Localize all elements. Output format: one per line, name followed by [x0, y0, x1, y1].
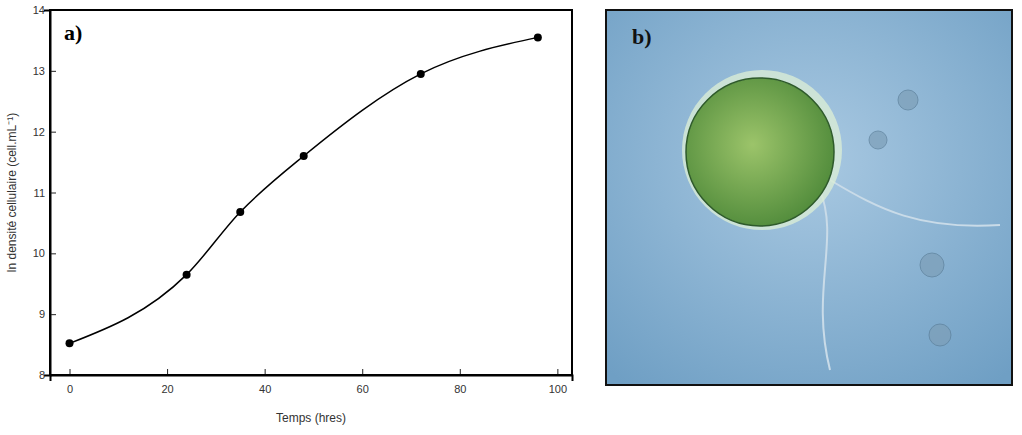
x-tick: 40: [259, 369, 271, 395]
y-axis-title: ln densité cellulaire (cell.mL⁻¹): [5, 113, 19, 272]
panel-label: a): [64, 20, 82, 45]
cell-body: [686, 78, 834, 226]
y-axis: 8 9 10 11 12 13 14: [33, 4, 56, 381]
x-tick: 60: [357, 369, 369, 395]
data-line: [70, 37, 538, 343]
flagellum: [820, 190, 830, 370]
y-tick-label: 14: [33, 4, 45, 16]
image-panel: b): [606, 10, 1012, 385]
image-panel-label: b): [632, 24, 652, 49]
x-tick-label: 20: [161, 383, 173, 395]
particle: [869, 131, 887, 149]
x-tick-label: 60: [357, 383, 369, 395]
data-point: [66, 339, 74, 347]
x-tick: 0: [67, 369, 73, 395]
y-tick-label: 12: [33, 126, 45, 138]
data-point: [417, 70, 425, 78]
y-tick: 12: [33, 126, 56, 138]
x-axis-line: [51, 376, 573, 382]
particle: [920, 253, 944, 277]
data-point: [236, 208, 244, 216]
x-tick: 100: [549, 369, 567, 395]
data-point: [534, 33, 542, 41]
y-tick: 10: [33, 247, 56, 259]
y-tick-label: 10: [33, 247, 45, 259]
x-tick-label: 40: [259, 383, 271, 395]
x-axis: 0 20 40 60 80 100: [51, 369, 573, 395]
plot-frame: [50, 10, 572, 375]
image-background: [606, 10, 1012, 385]
plot-data: [66, 33, 542, 347]
y-tick: 11: [34, 187, 56, 199]
flagellum: [830, 180, 1000, 226]
x-tick: 80: [454, 369, 466, 395]
x-tick-label: 0: [67, 383, 73, 395]
particle: [898, 90, 918, 110]
data-point: [183, 271, 191, 279]
y-tick-label: 11: [34, 187, 45, 199]
y-tick: 9: [39, 308, 56, 320]
x-tick-label: 80: [454, 383, 466, 395]
y-tick-label: 9: [39, 308, 45, 320]
y-tick: 13: [33, 65, 56, 77]
data-point: [300, 152, 308, 160]
particle: [929, 324, 951, 346]
x-tick: 20: [161, 369, 173, 395]
cell-wall: [682, 70, 842, 230]
y-tick-label: 13: [33, 65, 45, 77]
x-tick-label: 100: [549, 383, 567, 395]
x-axis-title: Temps (hres): [276, 411, 346, 425]
y-tick-label: 8: [39, 369, 45, 381]
